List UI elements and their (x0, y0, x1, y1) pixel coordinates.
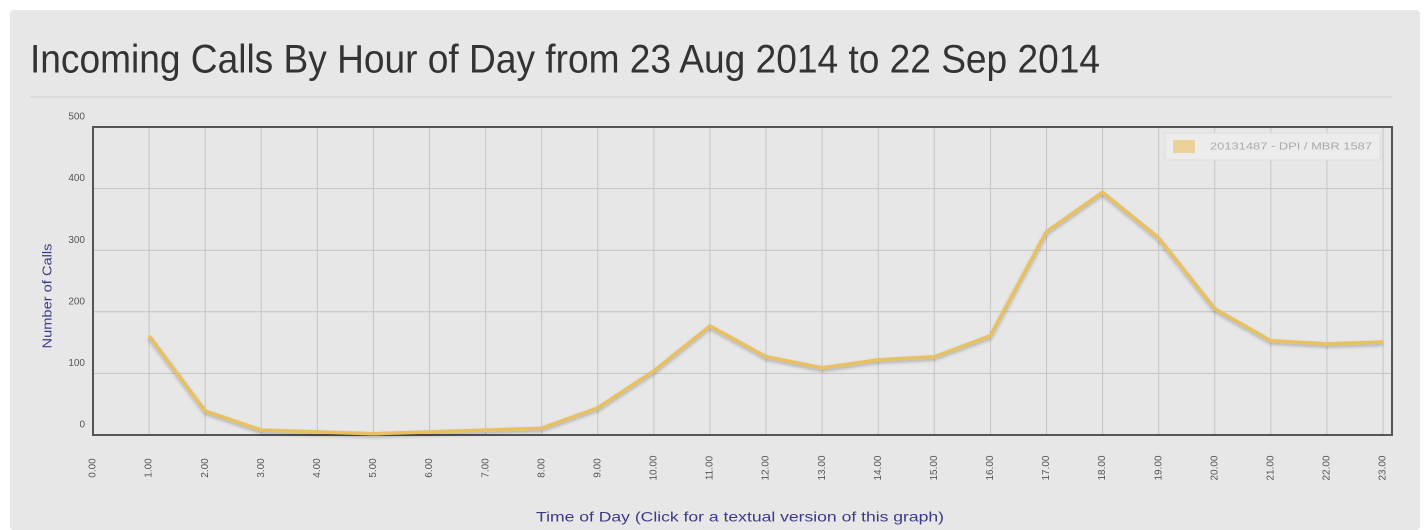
x-tick-label: 11.00 (705, 455, 716, 480)
x-tick-label: 12.00 (761, 455, 772, 480)
x-tick-label: 9.00 (592, 458, 603, 478)
line-series (147, 190, 1384, 436)
y-tick-label: 300 (68, 235, 85, 246)
y-tick-label: 400 (68, 173, 85, 184)
x-tick-label: 17.00 (1041, 455, 1052, 480)
x-tick-label: 16.00 (985, 455, 996, 480)
x-tick-label: 8.00 (536, 458, 547, 478)
x-tick-label: 18.00 (1097, 455, 1108, 480)
plot-border (92, 126, 1393, 436)
x-tick-label: 7.00 (480, 458, 491, 478)
x-tick-label: 23.00 (1378, 455, 1389, 480)
legend-swatch (1173, 140, 1195, 153)
x-tick-label: 2.00 (200, 458, 211, 478)
x-axis-label[interactable]: Time of Day (Click for a textual version… (536, 509, 944, 525)
y-axis-label: Number of Calls (39, 243, 54, 349)
x-tick-label: 20.00 (1209, 455, 1220, 480)
y-tick-label: 200 (68, 296, 85, 307)
plot-area: 0 100 200 300 400 500 0.00 1.00 2.00 3.00 4.00 5.00… (68, 112, 1393, 481)
y-tick-label: 100 (68, 358, 85, 369)
x-tick-label: 15.00 (929, 455, 940, 480)
x-tick-label: 4.00 (312, 458, 323, 478)
legend-box (1164, 132, 1381, 161)
x-tick-label: 21.00 (1265, 455, 1276, 480)
chart-title: Incoming Calls By Hour of Day from 23 Au… (30, 38, 1100, 82)
x-tick-label: 13.00 (817, 455, 828, 480)
legend-label: 20131487 - DPI / MBR 1587 (1210, 142, 1373, 153)
x-tick-label: 5.00 (368, 458, 379, 478)
x-tick-label: 22.00 (1322, 455, 1333, 480)
x-tick-label: 6.00 (424, 458, 435, 478)
x-tick-label: 10.00 (649, 455, 660, 480)
x-tick-label: 0.00 (88, 458, 99, 478)
y-tick-label: 0 (79, 420, 85, 431)
y-tick-label: 500 (68, 112, 85, 123)
x-tick-label: 19.00 (1153, 455, 1164, 480)
panel (10, 10, 1420, 530)
x-tick-label: 14.00 (873, 455, 884, 480)
x-tick-label: 3.00 (256, 458, 267, 478)
x-tick-label: 1.00 (144, 458, 155, 478)
